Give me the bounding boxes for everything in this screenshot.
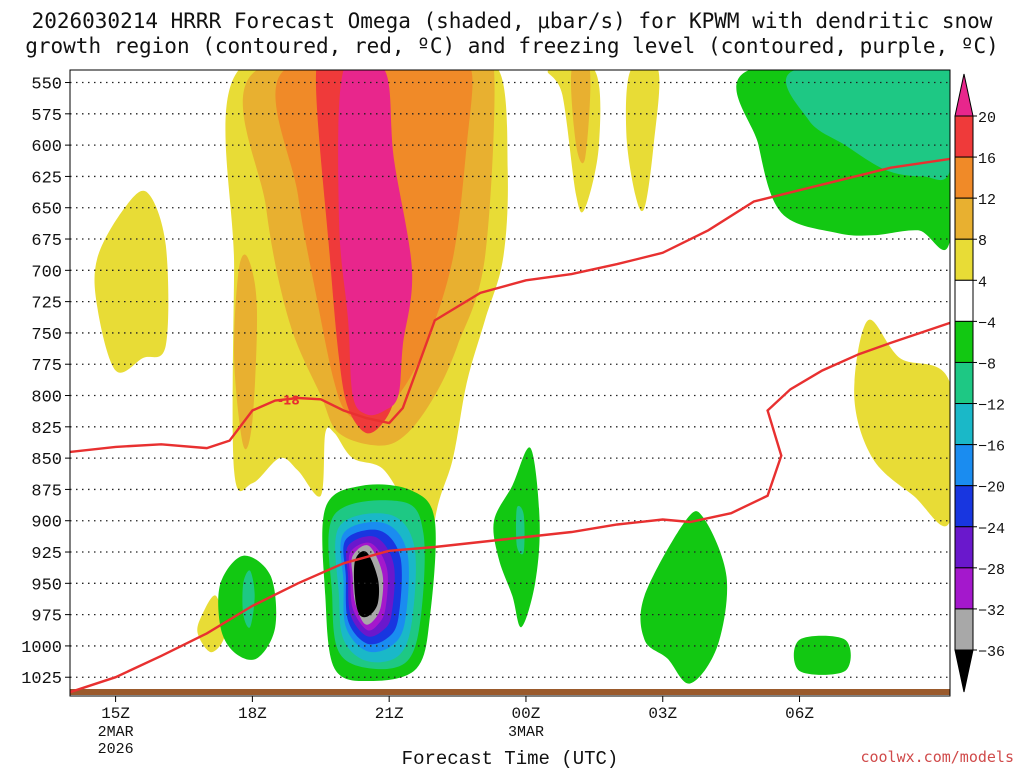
colorbar-max-triangle — [954, 73, 974, 117]
x-axis-label: Forecast Time (UTC) — [402, 748, 619, 768]
colorbar-label-10: −24 — [978, 521, 1005, 538]
y-tick-label-1025: 1025 — [21, 670, 62, 689]
colorbar-min-triangle — [954, 649, 974, 693]
dgz-top-contour — [70, 157, 950, 454]
omega-colorbar: 20 16 12 8 4 −4 −8 −12 −16 −20 −24 −28 −32 −36 — [954, 73, 1005, 693]
x-tick-sublabel: 3MAR — [508, 724, 544, 741]
site-credit: coolwx.com/models — [860, 748, 1014, 766]
y-tick-label-750: 750 — [31, 326, 62, 345]
colorbar-box-11 — [954, 567, 974, 610]
y-tick-label-925: 925 — [31, 545, 62, 564]
omega-region-20 — [515, 505, 525, 555]
omega-region-5 — [854, 319, 950, 527]
y-tick-label-700: 700 — [31, 263, 62, 282]
omega-region-17 — [793, 635, 851, 675]
y-tick-label-850: 850 — [31, 451, 62, 470]
colorbar-box-3 — [954, 238, 974, 281]
colorbar-label-4: 4 — [978, 274, 987, 291]
ground-surface-strip — [70, 689, 950, 695]
omega-region-7 — [233, 254, 258, 450]
y-tick-label-975: 975 — [31, 608, 62, 627]
colorbar-label-7: −12 — [978, 398, 1005, 415]
x-tick-sublabel: 2026 — [98, 741, 134, 758]
y-tick-label-550: 550 — [31, 76, 62, 95]
dgz-bottom-contour — [70, 321, 950, 694]
colorbar-label-2: 12 — [978, 192, 996, 209]
y-tick-label-950: 950 — [31, 576, 62, 595]
omega-region-11 — [338, 70, 413, 416]
colorbar-box-7 — [954, 403, 974, 446]
omega-region-1 — [94, 190, 169, 373]
colorbar-label-5: −4 — [978, 315, 996, 332]
dendritic-growth-contours: -18 — [70, 157, 950, 694]
colorbar-label-1: 16 — [978, 151, 996, 168]
colorbar-label-6: −8 — [978, 356, 996, 373]
omega-region-15 — [640, 511, 728, 684]
y-tick-label-1000: 1000 — [21, 639, 62, 658]
chart-title-line-1: 2026030214 HRRR Forecast Omega (shaded, … — [31, 9, 993, 33]
colorbar-box-0 — [954, 115, 974, 158]
x-tick-sublabel: 2MAR — [98, 724, 134, 741]
pressure-axis: 550 575 600 625 650 675 700 725 750 775 800 825 850 8… — [21, 76, 70, 689]
y-tick-label-625: 625 — [31, 169, 62, 188]
plot-frame — [69, 69, 951, 697]
y-tick-label-800: 800 — [31, 389, 62, 408]
y-tick-label-650: 650 — [31, 201, 62, 220]
omega-region-8 — [570, 70, 591, 164]
y-tick-label-775: 775 — [31, 357, 62, 376]
colorbar-box-6 — [954, 361, 974, 405]
colorbar-box-9 — [954, 485, 974, 528]
x-tick-label-15Z: 15Z — [101, 705, 130, 723]
chart-title-line-2: growth region (contoured, red, ºC) and f… — [25, 34, 999, 58]
y-tick-label-875: 875 — [31, 482, 62, 501]
x-tick-label-18Z: 18Z — [238, 705, 267, 723]
colorbar-box-5 — [954, 320, 974, 363]
omega-region-2 — [197, 595, 226, 653]
colorbar-box-12 — [954, 608, 974, 651]
omega-region-28 — [353, 551, 380, 618]
colorbar-label-3: 8 — [978, 233, 987, 250]
colorbar-box-4 — [954, 279, 974, 322]
omega-region-4 — [625, 70, 660, 212]
dotted-gridlines — [70, 81, 950, 678]
y-tick-label-900: 900 — [31, 514, 62, 533]
contour-label: -18 — [278, 393, 300, 407]
omega-region-19 — [242, 570, 255, 628]
y-tick-label-675: 675 — [31, 232, 62, 251]
x-tick-label-21Z: 21Z — [375, 705, 404, 723]
colorbar-box-10 — [954, 526, 974, 569]
colorbar-label-13: −36 — [978, 644, 1005, 661]
x-tick-label-06Z: 06Z — [785, 705, 814, 723]
y-tick-label-600: 600 — [31, 138, 62, 157]
colorbar-label-8: −16 — [978, 439, 1005, 456]
omega-shading — [94, 70, 950, 684]
colorbar-label-0: 20 — [978, 110, 996, 127]
colorbar-label-12: −32 — [978, 603, 1005, 620]
omega-region-18 — [785, 70, 950, 180]
y-tick-label-575: 575 — [31, 107, 62, 126]
x-tick-label-03Z: 03Z — [648, 705, 677, 723]
colorbar-label-11: −28 — [978, 562, 1005, 579]
colorbar-label-9: −20 — [978, 480, 1005, 497]
y-tick-label-725: 725 — [31, 295, 62, 314]
colorbar-box-8 — [954, 444, 974, 487]
colorbar-box-2 — [954, 197, 974, 240]
x-tick-label-00Z: 00Z — [512, 705, 541, 723]
colorbar-box-1 — [954, 156, 974, 199]
y-tick-label-825: 825 — [31, 420, 62, 439]
